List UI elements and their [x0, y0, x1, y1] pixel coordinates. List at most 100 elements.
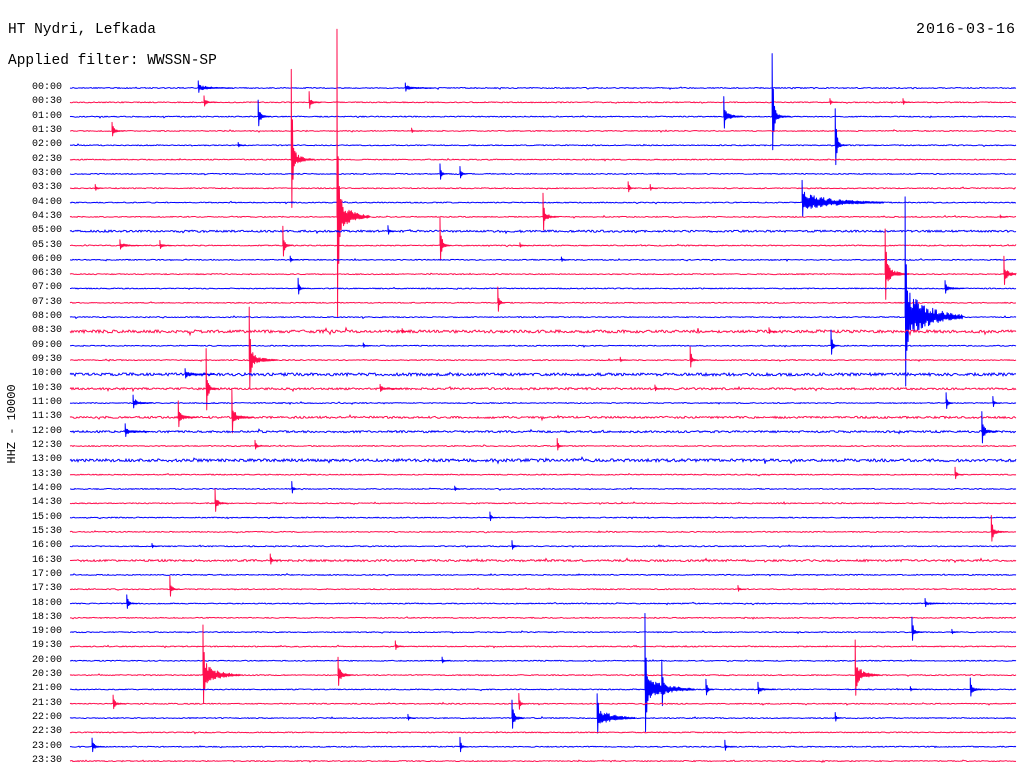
time-label: 22:00	[31, 712, 62, 724]
trace-line	[69, 473, 1017, 477]
event-waveform	[407, 713, 416, 721]
event-waveform	[689, 346, 699, 368]
time-label: 05:30	[31, 239, 62, 251]
trace-line	[69, 157, 1017, 162]
time-label: 09:30	[31, 354, 62, 366]
time-label: 08:00	[31, 311, 62, 323]
trace-line	[69, 616, 1017, 620]
event-waveform	[654, 384, 663, 392]
time-label: 21:00	[31, 683, 62, 695]
time-label: 18:00	[31, 597, 62, 609]
trace-line	[69, 301, 1017, 304]
event-waveform	[214, 488, 228, 512]
event-waveform	[560, 256, 570, 262]
trace-line	[69, 286, 1017, 290]
trace-line	[69, 186, 1017, 191]
time-label: 01:30	[31, 124, 62, 136]
trace-line	[69, 272, 1017, 276]
event-waveform	[951, 628, 960, 635]
trace-line	[69, 516, 1017, 520]
time-label: 02:00	[31, 139, 62, 151]
filter-label: Applied filter: WWSSN-SP	[8, 53, 217, 69]
event-waveform	[627, 181, 636, 193]
event-waveform	[290, 68, 314, 208]
event-waveform	[911, 616, 925, 641]
event-waveform	[649, 184, 659, 191]
time-label: 03:30	[31, 182, 62, 194]
event-waveform	[184, 368, 215, 379]
event-waveform	[556, 438, 566, 451]
event-waveform	[830, 329, 839, 355]
event-waveform	[401, 328, 410, 334]
trace-line	[69, 444, 1017, 448]
channel-label: HHZ - 10000	[5, 384, 19, 464]
time-label: 14:00	[31, 482, 62, 494]
event-waveform	[737, 584, 746, 592]
trace-line	[69, 501, 1017, 506]
station-title: HT Nydri, Lefkada	[8, 22, 156, 38]
trace-line	[69, 456, 1017, 465]
event-waveform	[518, 693, 527, 710]
event-waveform	[723, 96, 744, 129]
event-waveform	[441, 656, 450, 664]
time-label: 10:00	[31, 368, 62, 380]
time-label: 13:00	[31, 454, 62, 466]
event-waveform	[944, 280, 965, 294]
trace-line	[69, 401, 1017, 405]
time-label: 04:30	[31, 210, 62, 222]
time-label: 02:30	[31, 153, 62, 165]
event-waveform	[159, 240, 173, 249]
trace-line	[69, 326, 1017, 337]
trace-line	[69, 129, 1017, 133]
event-waveform	[829, 98, 838, 105]
time-label: 22:30	[31, 726, 62, 738]
time-label: 04:00	[31, 196, 62, 208]
event-waveform	[231, 388, 255, 434]
event-waveform	[132, 394, 153, 409]
event-waveform	[801, 179, 885, 218]
event-waveform	[269, 553, 279, 565]
time-label: 07:30	[31, 296, 62, 308]
event-waveform	[289, 255, 299, 263]
event-waveform	[542, 192, 560, 231]
time-label: 16:30	[31, 554, 62, 566]
event-waveform	[169, 575, 180, 597]
time-label: 19:00	[31, 626, 62, 638]
y-axis-time-labels: 00:00 00:30 01:00 01:30 02:00 02:30 03:00 03:30…	[0, 0, 64, 780]
event-waveform	[1003, 255, 1017, 285]
trace-line	[69, 115, 1017, 119]
event-waveform	[768, 327, 777, 334]
event-waveform	[248, 306, 279, 390]
time-label: 23:30	[31, 755, 62, 767]
trace-line	[69, 243, 1017, 248]
time-label: 03:00	[31, 167, 62, 179]
trace-line	[69, 659, 1017, 663]
trace-line	[69, 573, 1017, 577]
time-label: 06:00	[31, 253, 62, 265]
trace-line	[69, 687, 1017, 692]
event-waveform	[308, 91, 322, 109]
trace-line	[69, 414, 1017, 422]
event-waveform	[854, 639, 881, 696]
event-waveform	[511, 540, 520, 550]
trace-line	[69, 644, 1017, 649]
trace-line	[69, 487, 1017, 491]
time-label: 20:00	[31, 654, 62, 666]
event-waveform	[291, 481, 300, 494]
event-waveform	[954, 466, 963, 480]
trace-line	[69, 759, 1017, 763]
event-waveform	[511, 699, 525, 729]
event-waveform	[111, 121, 125, 137]
event-waveform	[924, 598, 945, 608]
event-waveform	[596, 693, 636, 734]
trace-line	[69, 371, 1017, 378]
event-waveform	[439, 217, 452, 261]
event-waveform	[902, 98, 911, 105]
event-waveform	[724, 739, 733, 751]
trace-line	[69, 530, 1017, 534]
event-waveform	[904, 196, 964, 387]
trace-line	[69, 385, 1017, 393]
trace-line	[69, 544, 1017, 549]
event-waveform	[757, 681, 775, 695]
event-waveform	[459, 165, 468, 179]
